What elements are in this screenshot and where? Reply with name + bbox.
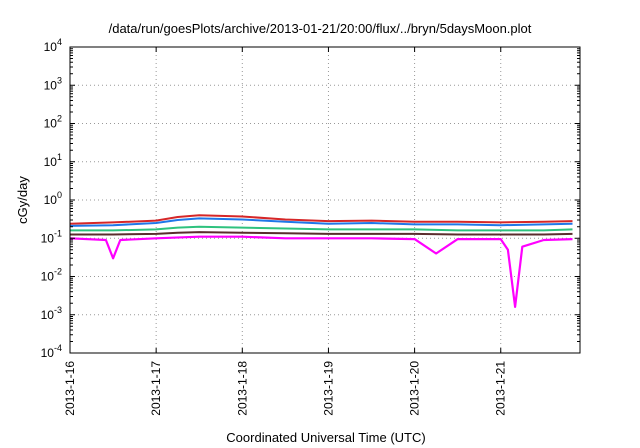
x-axis-label: Coordinated Universal Time (UTC) bbox=[226, 430, 425, 445]
x-tick-label: 2013-1-20 bbox=[408, 361, 422, 416]
chart-title: /data/run/goesPlots/archive/2013-01-21/2… bbox=[109, 21, 532, 36]
y-tick-label: 10-1 bbox=[41, 228, 62, 245]
y-tick-label: 101 bbox=[44, 152, 62, 169]
y-tick-label: 102 bbox=[44, 114, 62, 131]
series-line-2 bbox=[70, 225, 573, 232]
series-line-0 bbox=[69, 214, 573, 225]
x-tick-label: 2013-1-16 bbox=[63, 361, 77, 416]
x-tick-label: 2013-1-21 bbox=[494, 361, 508, 416]
x-tick-label: 2013-1-17 bbox=[149, 361, 163, 416]
x-tick-label: 2013-1-19 bbox=[321, 361, 335, 416]
series-layer bbox=[69, 214, 573, 308]
y-tick-label: 104 bbox=[44, 37, 62, 54]
x-tick-label: 2013-1-18 bbox=[235, 361, 249, 416]
y-axis: 10-4 10-3 10-2 10-1 100 101 102 103 104 bbox=[41, 37, 580, 360]
y-axis-label: cGy/day bbox=[15, 176, 30, 224]
x-axis: 2013-1-16 2013-1-17 2013-1-18 2013-1-19 2013… bbox=[63, 47, 508, 416]
y-tick-label: 10-4 bbox=[41, 343, 62, 360]
y-tick-label: 100 bbox=[44, 190, 62, 207]
series-line-4 bbox=[69, 235, 573, 308]
series-line-1 bbox=[69, 217, 573, 227]
grid bbox=[70, 47, 580, 353]
y-tick-label: 10-3 bbox=[41, 305, 62, 322]
y-tick-label: 10-2 bbox=[41, 267, 62, 284]
series-line-3 bbox=[70, 231, 573, 236]
y-tick-label: 103 bbox=[44, 75, 62, 92]
